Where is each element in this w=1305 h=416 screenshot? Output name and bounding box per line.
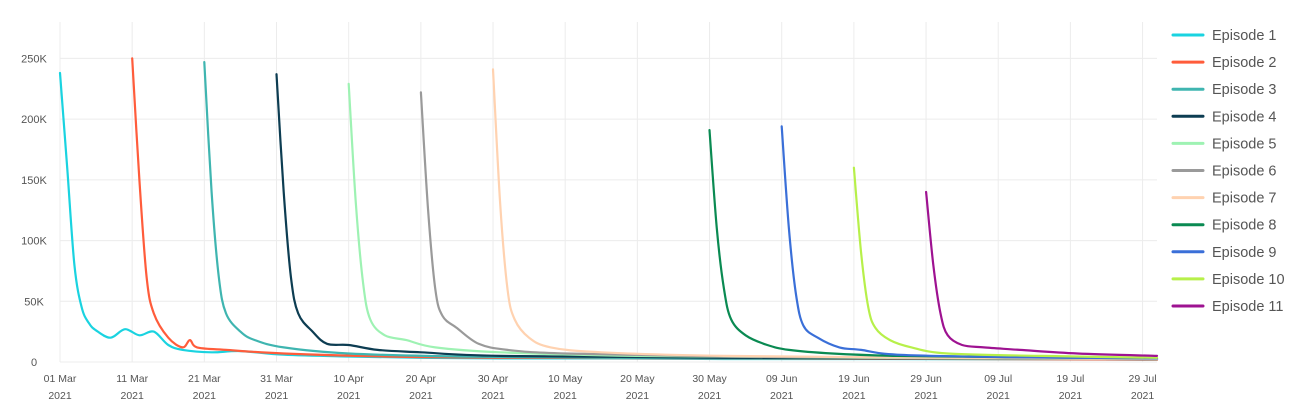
x-tick-label: 30 Apr 2021 (478, 373, 509, 402)
x-tick-label: 09 Jun 2021 (766, 373, 798, 402)
x-tick-label: 09 Jul 2021 (984, 373, 1012, 402)
legend-item-episode-6[interactable]: Episode 6 (1171, 164, 1277, 180)
x-tick-label: 20 May 2021 (620, 373, 655, 402)
x-tick-label: 21 Mar 2021 (188, 373, 221, 402)
series-line-episode-10 (852, 166, 1159, 359)
legend-label: Episode 5 (1212, 136, 1277, 152)
series-line-episode-9 (780, 125, 1159, 360)
legend-item-episode-2[interactable]: Episode 2 (1171, 55, 1277, 71)
x-tick-label: 29 Jul 2021 (1129, 373, 1157, 402)
x-tick-label: 10 May 2021 (548, 373, 583, 402)
x-tick-label: 10 Apr 2021 (334, 373, 365, 402)
legend-label: Episode 11 (1212, 299, 1283, 315)
legend: Episode 1 Episode 2 Episode 3 Episode 4 Epis… (1171, 28, 1285, 315)
legend-item-episode-3[interactable]: Episode 3 (1171, 82, 1277, 98)
x-tick-label: 30 May 2021 (692, 373, 727, 402)
legend-item-episode-10[interactable]: Episode 10 (1171, 272, 1285, 288)
legend-item-episode-7[interactable]: Episode 7 (1171, 191, 1277, 207)
legend-item-episode-5[interactable]: Episode 5 (1171, 136, 1277, 152)
legend-label: Episode 9 (1212, 245, 1277, 261)
series-line-episode-3 (203, 61, 1159, 361)
legend-label: Episode 7 (1212, 191, 1277, 207)
y-tick-label: 150K (21, 175, 47, 187)
legend-item-episode-8[interactable]: Episode 8 (1171, 218, 1277, 234)
legend-label: Episode 2 (1212, 55, 1277, 71)
series-line-episode-8 (708, 129, 1159, 360)
x-tick-label: 19 Jun 2021 (838, 373, 870, 402)
legend-label: Episode 10 (1212, 272, 1285, 288)
series-lines (58, 57, 1159, 361)
series-line-episode-7 (491, 68, 1159, 361)
grid-lines (59, 22, 1157, 363)
legend-item-episode-4[interactable]: Episode 4 (1171, 109, 1277, 125)
x-tick-label: 20 Apr 2021 (406, 373, 437, 402)
series-line-episode-4 (275, 73, 1159, 361)
legend-item-episode-1[interactable]: Episode 1 (1171, 28, 1277, 44)
y-tick-label: 250K (21, 53, 47, 65)
legend-item-episode-9[interactable]: Episode 9 (1171, 245, 1277, 261)
legend-label: Episode 1 (1212, 28, 1277, 44)
legend-item-episode-11[interactable]: Episode 11 (1171, 299, 1283, 315)
y-tick-label: 50K (24, 296, 44, 308)
legend-label: Episode 8 (1212, 218, 1277, 234)
series-line-episode-5 (347, 82, 1159, 361)
x-tick-label: 31 Mar 2021 (260, 373, 293, 402)
y-tick-label: 0 (31, 357, 37, 369)
legend-label: Episode 4 (1212, 109, 1277, 125)
series-line-episode-11 (925, 190, 1159, 357)
y-tick-label: 100K (21, 236, 47, 248)
x-tick-label: 19 Jul 2021 (1056, 373, 1084, 402)
x-tick-label: 29 Jun 2021 (910, 373, 942, 402)
series-line-episode-1 (58, 71, 1159, 361)
legend-label: Episode 3 (1212, 82, 1277, 98)
y-axis-ticks: 0 50K 100K 150K 200K 250K (21, 53, 47, 369)
x-tick-label: 01 Mar 2021 (44, 373, 77, 402)
x-axis-ticks: 01 Mar 2021 11 Mar 2021 21 Mar 2021 31 Mar 2021… (44, 373, 1157, 402)
legend-label: Episode 6 (1212, 164, 1277, 180)
y-tick-label: 200K (21, 114, 47, 126)
x-tick-label: 11 Mar 2021 (116, 373, 148, 402)
